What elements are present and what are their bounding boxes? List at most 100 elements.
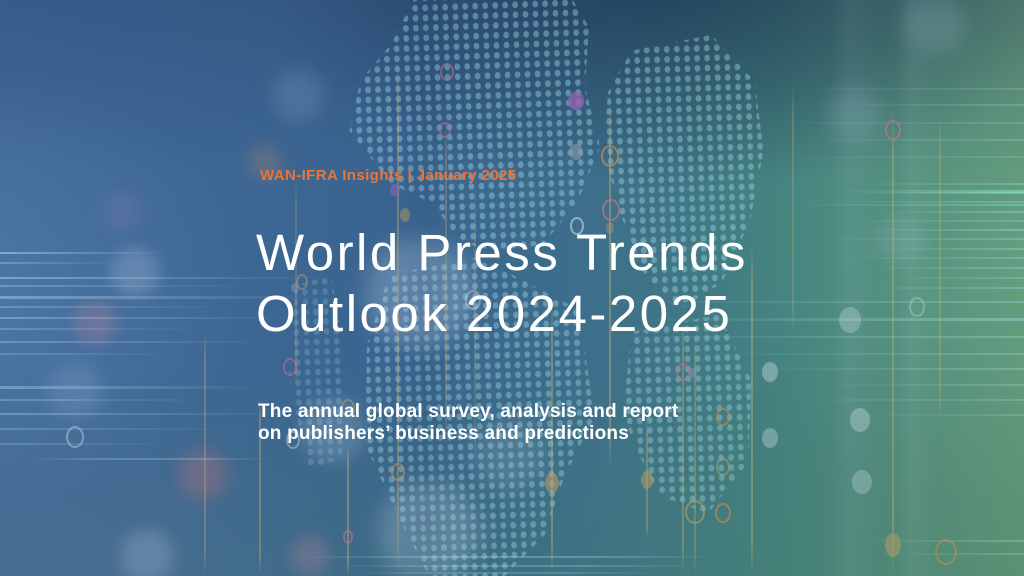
stem-line bbox=[939, 115, 941, 425]
stem-line bbox=[609, 95, 611, 470]
light-streak bbox=[560, 301, 1024, 303]
light-streak bbox=[850, 183, 1024, 185]
light-streak bbox=[30, 458, 270, 460]
light-streak bbox=[0, 428, 235, 430]
bokeh-circle bbox=[248, 145, 282, 179]
stem-line bbox=[751, 245, 753, 576]
light-streak bbox=[0, 277, 320, 279]
light-streak bbox=[0, 399, 210, 401]
bokeh-circle bbox=[102, 190, 142, 230]
light-streak bbox=[780, 399, 1024, 401]
map-continent-blob bbox=[349, 0, 601, 253]
scatter-ring bbox=[601, 145, 619, 167]
light-streak bbox=[790, 204, 1024, 206]
scatter-ring bbox=[909, 297, 925, 317]
stem-line bbox=[892, 105, 894, 576]
scatter-ring bbox=[66, 426, 84, 448]
light-streak bbox=[600, 336, 1024, 338]
scatter-ring bbox=[343, 530, 353, 544]
stem-line bbox=[397, 55, 399, 576]
bokeh-circle bbox=[47, 362, 103, 418]
bokeh-circle bbox=[178, 450, 228, 500]
scatter-dot bbox=[390, 184, 400, 196]
scatter-ring bbox=[286, 431, 300, 449]
scatter-dot bbox=[569, 144, 583, 160]
light-streak bbox=[0, 306, 230, 308]
map-continent-blob bbox=[365, 257, 595, 576]
page-title: World Press Trends Outlook 2024-2025 bbox=[256, 222, 748, 344]
bokeh-circle bbox=[290, 536, 330, 576]
stem-line bbox=[694, 335, 696, 576]
bokeh-circle bbox=[876, 216, 924, 264]
stem-line bbox=[445, 120, 447, 450]
stem-line bbox=[259, 398, 261, 576]
light-streak bbox=[0, 443, 175, 445]
subtitle-line-2: on publishers’ business and predictions bbox=[258, 423, 629, 444]
light-streak bbox=[850, 414, 1024, 416]
light-streak bbox=[885, 277, 1024, 279]
scatter-ring bbox=[465, 290, 481, 310]
light-streak bbox=[330, 565, 700, 567]
light-streak bbox=[820, 238, 1024, 240]
scatter-ring bbox=[439, 122, 451, 138]
scatter-ring bbox=[885, 120, 901, 140]
scatter-dot bbox=[291, 283, 299, 293]
stem-line bbox=[551, 300, 553, 576]
light-streak bbox=[0, 296, 330, 299]
light-streak bbox=[780, 88, 1024, 90]
light-streak bbox=[0, 341, 280, 343]
scatter-dot bbox=[400, 208, 410, 222]
scatter-ring bbox=[676, 363, 690, 381]
scatter-dot bbox=[545, 473, 559, 493]
stem-line bbox=[474, 185, 476, 465]
title-line-2: Outlook 2024-2025 bbox=[256, 285, 733, 342]
light-streak bbox=[750, 368, 1024, 370]
scatter-ring bbox=[602, 199, 620, 221]
scatter-dot bbox=[606, 222, 614, 234]
light-streak bbox=[0, 262, 120, 264]
light-streak bbox=[0, 328, 200, 330]
light-streak bbox=[820, 384, 1024, 386]
light-streak bbox=[830, 201, 1024, 203]
light-streak bbox=[0, 413, 305, 415]
scatter-dot bbox=[762, 362, 778, 382]
stem-line bbox=[682, 320, 684, 576]
light-streak bbox=[845, 220, 1024, 222]
bokeh-circle bbox=[365, 238, 475, 348]
stem-line bbox=[792, 85, 794, 335]
light-streak bbox=[890, 553, 1024, 555]
light-streak bbox=[300, 556, 720, 558]
light-streak bbox=[0, 252, 170, 254]
light-streak bbox=[350, 572, 660, 574]
bokeh-circle bbox=[120, 529, 174, 576]
map-continent-blob bbox=[288, 274, 345, 470]
scatter-ring bbox=[296, 274, 308, 290]
scatter-ring bbox=[440, 63, 454, 81]
scatter-dot bbox=[762, 428, 778, 448]
bokeh-circle bbox=[110, 247, 160, 297]
scatter-dot bbox=[689, 368, 697, 378]
scatter-dot bbox=[839, 307, 861, 333]
stem-line bbox=[204, 330, 206, 576]
light-streak bbox=[870, 192, 1024, 194]
bokeh-circle bbox=[73, 301, 117, 345]
bokeh-circle bbox=[300, 397, 366, 463]
bokeh-circle bbox=[272, 70, 324, 122]
light-streak bbox=[640, 318, 1024, 321]
scatter-ring bbox=[935, 539, 957, 565]
scatter-dot bbox=[852, 470, 872, 494]
bokeh-circle bbox=[475, 420, 545, 490]
scatter-dot bbox=[850, 408, 870, 432]
scatter-dot bbox=[885, 533, 901, 557]
light-streak bbox=[865, 267, 1024, 269]
light-streak bbox=[0, 317, 300, 319]
scatter-dot bbox=[568, 92, 584, 110]
light-streak bbox=[855, 287, 1024, 289]
scatter-ring bbox=[391, 463, 405, 481]
light-streak bbox=[840, 190, 1024, 193]
light-streak bbox=[840, 257, 1024, 259]
subtitle-line-1: The annual global survey, analysis and r… bbox=[258, 401, 679, 422]
